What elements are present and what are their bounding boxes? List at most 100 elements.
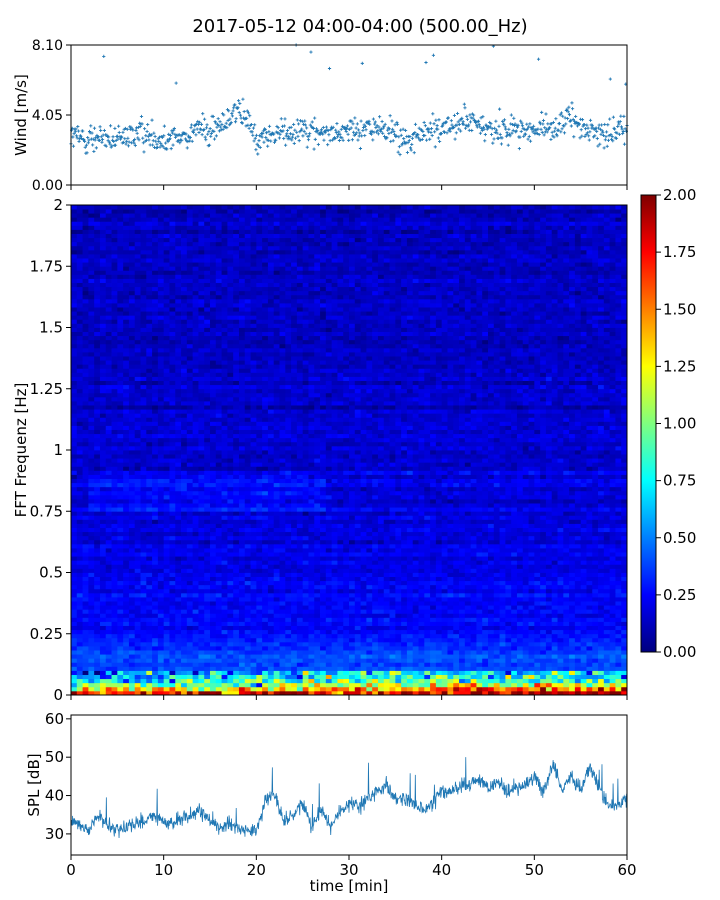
heatmap-cell	[256, 572, 263, 577]
heatmap-cell	[366, 617, 373, 622]
heatmap-cell	[296, 621, 304, 626]
wind-point	[293, 136, 298, 140]
heatmap-cell	[557, 617, 564, 622]
heatmap-cell	[435, 674, 443, 680]
heatmap-cell	[418, 552, 425, 557]
heatmap-cell	[482, 605, 489, 610]
heatmap-cell	[273, 564, 280, 569]
heatmap-cell	[528, 617, 535, 622]
heatmap-cell	[343, 584, 350, 590]
heatmap-cell	[238, 641, 246, 647]
heatmap-cell	[343, 552, 350, 557]
heatmap-cell	[331, 666, 338, 671]
heatmap-cell	[111, 666, 118, 671]
heatmap-cell	[285, 617, 292, 622]
heatmap-cell	[262, 674, 269, 680]
heatmap-cell	[221, 580, 228, 586]
heatmap-cell	[337, 637, 344, 643]
heatmap-cell	[175, 641, 182, 647]
wind-point	[279, 117, 283, 121]
heatmap-cell	[76, 654, 83, 659]
heatmap-cell	[574, 527, 582, 533]
heatmap-cell	[140, 625, 147, 631]
heatmap-cell	[331, 633, 338, 639]
heatmap-cell	[221, 564, 228, 569]
heatmap-cell	[360, 641, 367, 647]
heatmap-cell	[111, 682, 118, 688]
heatmap-cell	[360, 576, 367, 582]
wind-point	[303, 123, 307, 127]
wind-point	[136, 125, 141, 129]
heatmap-cell	[401, 674, 408, 680]
heatmap-cell	[377, 531, 385, 537]
heatmap-cell	[99, 523, 107, 528]
heatmap-cell	[186, 519, 194, 524]
heatmap-cell	[412, 523, 419, 528]
heatmap-cell	[401, 633, 408, 639]
heatmap-cell	[105, 580, 112, 586]
heatmap-cell	[134, 572, 141, 577]
heatmap-cell	[169, 560, 176, 565]
heatmap-cell	[383, 568, 390, 573]
heatmap-cell	[192, 650, 199, 655]
heatmap-cell	[377, 588, 385, 594]
wind-point	[154, 139, 158, 143]
heatmap-cell	[99, 527, 107, 533]
heatmap-cell	[534, 650, 541, 655]
heatmap-cell	[609, 613, 616, 618]
heatmap-cell	[262, 621, 269, 626]
heatmap-cell	[557, 609, 564, 614]
heatmap-cell	[569, 588, 576, 594]
heatmap-cell	[325, 650, 333, 655]
heatmap-cell	[349, 641, 356, 647]
heatmap-cell	[146, 592, 153, 598]
heatmap-cell	[279, 613, 286, 618]
heatmap-cell	[181, 609, 188, 614]
heatmap-cell	[603, 572, 611, 577]
heatmap-cell	[134, 576, 141, 582]
heatmap-cell	[516, 572, 524, 577]
heatmap-cell	[441, 662, 448, 667]
heatmap-cell	[372, 686, 379, 692]
heatmap-cell	[215, 658, 222, 663]
heatmap-cell	[470, 633, 477, 639]
heatmap-cell	[551, 686, 558, 692]
heatmap-cell	[117, 552, 124, 557]
heatmap-cell	[210, 654, 217, 659]
wind-point	[349, 126, 353, 130]
heatmap-cell	[459, 641, 466, 647]
heatmap-cell	[192, 556, 199, 561]
heatmap-cell	[186, 576, 194, 582]
heatmap-cell	[540, 572, 547, 577]
heatmap-cell	[586, 650, 593, 655]
heatmap-cell	[476, 670, 483, 675]
heatmap-cell	[569, 576, 576, 582]
heatmap-cell	[505, 556, 512, 561]
heatmap-cell	[215, 662, 222, 667]
heatmap-cell	[273, 646, 280, 651]
heatmap-cell	[238, 543, 246, 549]
heatmap-cell	[99, 601, 107, 606]
heatmap-cell	[470, 543, 477, 549]
heatmap-cell	[71, 572, 78, 577]
heatmap-cell	[435, 527, 443, 533]
heatmap-cell	[516, 564, 524, 569]
heatmap-cell	[152, 523, 159, 528]
heatmap-cell	[511, 564, 518, 569]
heatmap-cell	[337, 564, 344, 569]
heatmap-cell	[88, 682, 95, 688]
heatmap-cell	[499, 539, 506, 545]
heatmap-cell	[279, 682, 286, 688]
heatmap-cell	[412, 564, 419, 569]
wind-point	[346, 132, 350, 136]
heatmap-cell	[476, 625, 483, 631]
heatmap-cell	[383, 572, 390, 577]
heatmap-cell	[94, 592, 101, 598]
heatmap-cell	[146, 641, 153, 647]
heatmap-cell	[395, 609, 402, 614]
heatmap-cell	[308, 629, 315, 635]
heatmap-cell	[233, 584, 240, 590]
wind-point	[107, 140, 111, 144]
heatmap-cell	[447, 674, 454, 680]
heatmap-cell	[105, 654, 112, 659]
